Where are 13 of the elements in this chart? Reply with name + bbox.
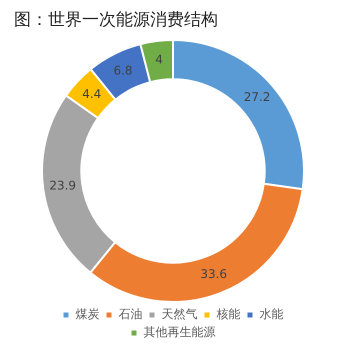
data-label: 23.9	[49, 178, 76, 192]
legend-label: 煤炭	[76, 307, 100, 322]
legend-label: 天然气	[162, 307, 198, 322]
legend-label: 水能	[260, 307, 284, 322]
legend-label: 核能	[216, 307, 240, 322]
data-label: 33.6	[200, 266, 228, 281]
data-label: 27.2	[244, 90, 270, 104]
chart-title: 图：世界一次能源消费结构	[14, 9, 218, 31]
data-label: 6.8	[113, 64, 133, 78]
legend-label: 其他再生能源	[144, 325, 216, 340]
legend-label: 石油	[118, 307, 142, 322]
data-label: 4	[155, 52, 163, 67]
data-label: 4.4	[82, 86, 102, 101]
